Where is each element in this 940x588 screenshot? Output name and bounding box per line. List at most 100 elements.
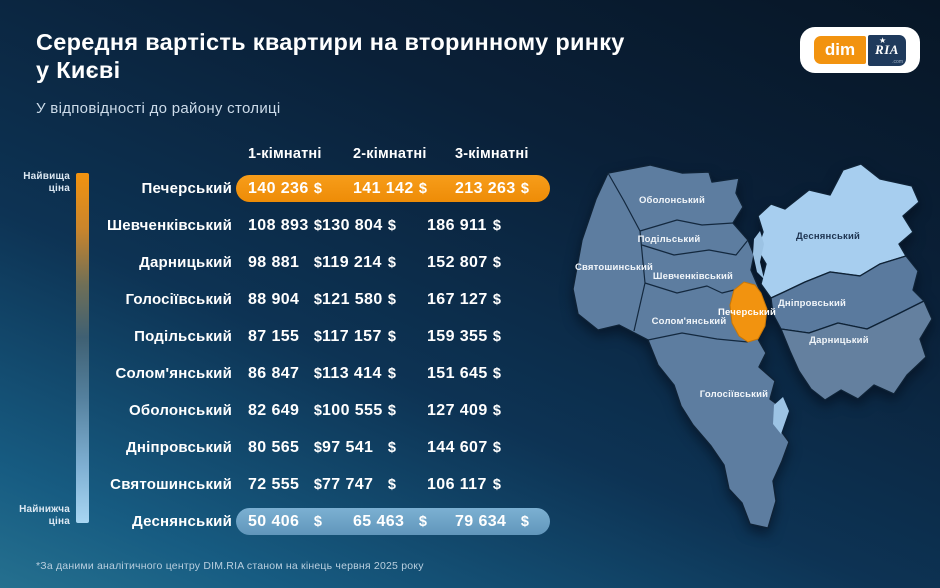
currency-sign: $ xyxy=(492,476,501,493)
price-value: 127 409 xyxy=(427,401,488,419)
scale-label-highest: Найвища ціна xyxy=(23,171,70,194)
currency-sign: $ xyxy=(313,328,322,345)
map-river-island-south xyxy=(773,397,789,434)
map-right-bank xyxy=(572,164,790,529)
table-row: Шевченківський 108 893 $ 130 804 $ 186 911… xyxy=(36,207,558,244)
price-cell-1room: 80 565 $ xyxy=(248,439,322,457)
page-subtitle: У відповідності до району столиці xyxy=(36,100,281,117)
price-value: 213 263 xyxy=(455,179,516,197)
map-border-shevchenkivskyi xyxy=(644,282,735,294)
column-header-2room: 2-кімнатні xyxy=(353,146,427,162)
table-row: Голосіївський 88 904 $ 121 580 $ 167 127 $ xyxy=(36,281,558,318)
map-district-label: Печерський xyxy=(718,307,776,318)
map-border-solomianskyi xyxy=(647,332,749,343)
price-cell-3room: 167 127 $ xyxy=(427,291,501,309)
price-value: 121 580 xyxy=(322,290,383,308)
price-value: 152 807 xyxy=(427,253,488,271)
row-values: 140 236 $ 141 142 $ 213 263 $ xyxy=(232,170,550,207)
map-district-label: Дніпровський xyxy=(778,298,846,309)
price-value: 65 463 xyxy=(353,512,405,530)
price-value: 159 355 xyxy=(427,327,488,345)
page-title: Середня вартість квартири на вторинному … xyxy=(36,28,796,84)
title-line-1: Середня вартість квартири на вторинному … xyxy=(36,29,625,55)
price-value: 86 847 xyxy=(248,364,300,382)
map-district-label: Подільський xyxy=(638,234,701,245)
currency-sign: $ xyxy=(492,328,501,345)
currency-sign: $ xyxy=(492,291,501,308)
ria-com-suffix: .com xyxy=(892,58,903,65)
currency-sign: $ xyxy=(313,180,322,197)
row-values: 86 847 $ 113 414 $ 151 645 $ xyxy=(232,355,501,392)
row-values: 88 904 $ 121 580 $ 167 127 $ xyxy=(232,281,501,318)
map-border-podilskyi xyxy=(641,239,749,256)
price-value: 100 555 xyxy=(322,401,383,419)
ria-star-icon: ★ xyxy=(879,35,887,45)
district-label: Оболонський xyxy=(129,402,232,419)
price-cell-2room: 97 541 $ xyxy=(322,439,396,457)
price-value: 119 214 xyxy=(322,253,382,271)
price-value: 80 565 xyxy=(248,438,300,456)
map-district-label: Деснянський xyxy=(796,231,860,242)
price-value: 72 555 xyxy=(248,475,300,493)
currency-sign: $ xyxy=(387,217,396,234)
price-cell-3room: 151 645 $ xyxy=(427,365,501,383)
currency-sign: $ xyxy=(492,217,501,234)
price-table: 1-кімнатні 2-кімнатні 3-кімнатні Печерсь… xyxy=(36,146,558,540)
currency-sign: $ xyxy=(387,476,396,493)
map-district-label: Оболонський xyxy=(639,195,705,206)
map-district-label: Шевченківський xyxy=(653,271,733,282)
currency-sign: $ xyxy=(313,476,322,493)
row-values: 87 155 $ 117 157 $ 159 355 $ xyxy=(232,318,501,355)
price-cell-2room: 130 804 $ xyxy=(322,217,396,235)
currency-sign: $ xyxy=(313,217,322,234)
table-rows: Печерський 140 236 $ 141 142 $ 213 263 $ Ше… xyxy=(36,170,558,540)
price-value: 87 155 xyxy=(248,327,300,345)
currency-sign: $ xyxy=(387,254,396,271)
price-value: 186 911 xyxy=(427,216,487,234)
price-cell-1room: 87 155 $ xyxy=(248,328,322,346)
price-cell-3room: 186 911 $ xyxy=(427,217,501,235)
currency-sign: $ xyxy=(418,513,427,530)
price-cell-3room: 152 807 $ xyxy=(427,254,501,272)
currency-sign: $ xyxy=(492,365,501,382)
price-cell-3room: 144 607 $ xyxy=(427,439,501,457)
currency-sign: $ xyxy=(492,439,501,456)
price-value: 79 634 xyxy=(455,512,507,530)
district-label: Солом'янський xyxy=(115,365,232,382)
price-value: 141 142 xyxy=(353,179,414,197)
price-cell-1room: 98 881 $ xyxy=(248,254,322,272)
scale-label-lowest: Найнижча ціна xyxy=(19,504,70,527)
source-footnote: *За даними аналітичного центру DIM.RIA с… xyxy=(36,560,424,572)
price-cell-2room: 141 142 $ xyxy=(353,180,427,198)
price-value: 140 236 xyxy=(248,179,309,197)
price-value: 144 607 xyxy=(427,438,488,456)
currency-sign: $ xyxy=(387,328,396,345)
price-cell-1room: 86 847 $ xyxy=(248,365,322,383)
price-value: 88 904 xyxy=(248,290,300,308)
district-label: Деснянський xyxy=(132,513,232,530)
price-value: 167 127 xyxy=(427,290,488,308)
row-values: 80 565 $ 97 541 $ 144 607 $ xyxy=(232,429,501,466)
currency-sign: $ xyxy=(418,180,427,197)
price-cell-1room: 108 893 $ xyxy=(248,217,322,235)
row-values: 82 649 $ 100 555 $ 127 409 $ xyxy=(232,392,501,429)
price-cell-1room: 140 236 $ xyxy=(248,180,322,198)
table-row: Дніпровський 80 565 $ 97 541 $ 144 607 $ xyxy=(36,429,558,466)
ria-logo-badge: ★ RIA .com xyxy=(868,34,906,66)
row-values: 108 893 $ 130 804 $ 186 911 $ xyxy=(232,207,501,244)
table-row: Оболонський 82 649 $ 100 555 $ 127 409 $ xyxy=(36,392,558,429)
price-gradient-bar xyxy=(76,173,89,523)
price-value: 50 406 xyxy=(248,512,300,530)
column-header-3room: 3-кімнатні xyxy=(455,146,529,162)
price-cell-2room: 77 747 $ xyxy=(322,476,396,494)
currency-sign: $ xyxy=(313,291,322,308)
price-cell-3room: 127 409 $ xyxy=(427,402,501,420)
district-label: Дарницький xyxy=(139,254,232,271)
price-cell-2room: 121 580 $ xyxy=(322,291,396,309)
currency-sign: $ xyxy=(313,254,322,271)
price-cell-2room: 117 157 $ xyxy=(322,328,396,346)
map-border-obolonskyi xyxy=(639,219,734,232)
currency-sign: $ xyxy=(387,365,396,382)
table-row: Деснянський 50 406 $ 65 463 $ 79 634 $ xyxy=(36,503,558,540)
price-value: 117 157 xyxy=(322,327,382,345)
